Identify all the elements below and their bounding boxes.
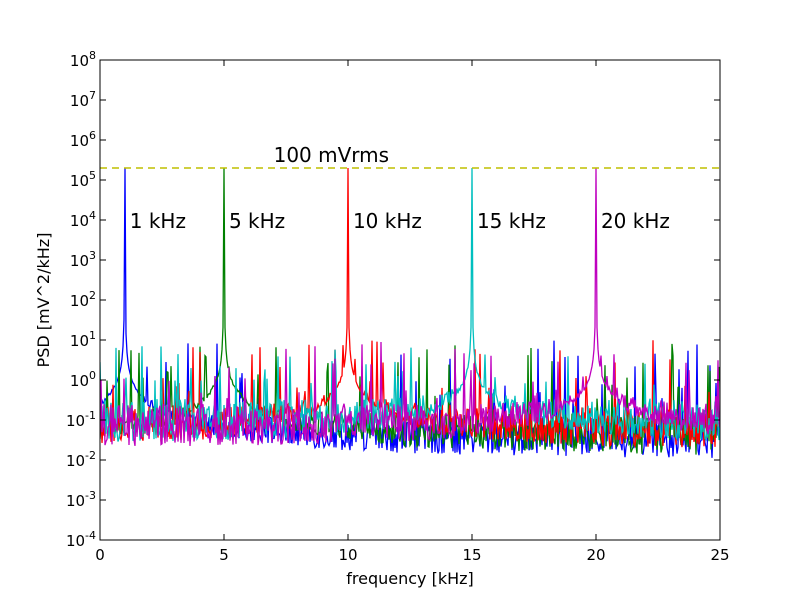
y-tick-label: 10-3 <box>66 489 96 510</box>
y-tick-label: 108 <box>70 49 96 70</box>
peak-label: 10 kHz <box>353 209 422 233</box>
series-layer <box>100 167 720 458</box>
y-tick-label: 104 <box>70 209 96 230</box>
y-tick-label: 10-1 <box>66 409 96 430</box>
series-line <box>100 167 720 442</box>
plot-frame <box>99 59 721 541</box>
x-tick-label: 0 <box>95 546 105 564</box>
series-line <box>100 167 720 447</box>
x-axis-label: frequency [kHz] <box>346 569 474 588</box>
y-tick-label: 105 <box>70 169 96 190</box>
x-tick-label: 25 <box>710 546 729 564</box>
x-tick-label: 15 <box>462 546 481 564</box>
peak-label: 5 kHz <box>229 209 285 233</box>
y-tick-label: 101 <box>70 329 96 350</box>
y-tick-label: 103 <box>70 249 96 270</box>
x-tick-label: 10 <box>338 546 357 564</box>
x-tick-label: 5 <box>219 546 229 564</box>
y-tick-label: 10-4 <box>66 529 96 550</box>
reference-layer: 100 mVrms <box>100 143 720 169</box>
y-tick-label: 106 <box>70 129 96 150</box>
annotation-layer: 1 kHz 5 kHz 10 kHz 15 kHz 20 kHz <box>130 209 670 233</box>
tick-layer: 0 5 10 15 20 25 10-4 10-3 10-2 10-1 100 101 102 103 10… <box>66 49 730 564</box>
y-tick-label: 107 <box>70 89 96 110</box>
peak-label: 1 kHz <box>130 209 186 233</box>
y-axis-label: PSD [mV^2/kHz] <box>34 233 53 368</box>
peak-label: 15 kHz <box>477 209 546 233</box>
x-tick-label: 20 <box>586 546 605 564</box>
y-tick-label: 10-2 <box>66 449 96 470</box>
plot-background <box>100 60 720 540</box>
peak-label: 20 kHz <box>601 209 670 233</box>
reference-label: 100 mVrms <box>274 143 389 167</box>
y-tick-label: 100 <box>70 369 96 390</box>
y-tick-label: 102 <box>70 289 96 310</box>
